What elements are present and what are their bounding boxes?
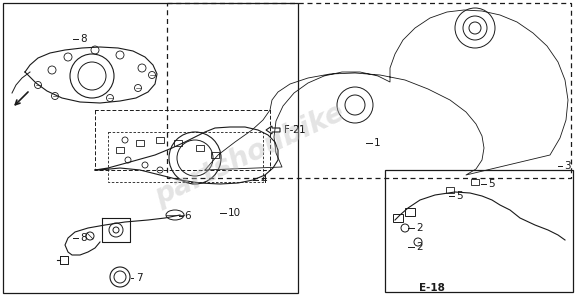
Bar [393, 214, 403, 222]
Bar [446, 187, 454, 193]
Bar [156, 137, 164, 143]
FancyArrow shape [266, 126, 280, 134]
Bar [405, 208, 415, 216]
Text: F-21: F-21 [284, 125, 306, 135]
Bar [174, 140, 182, 146]
Text: 5: 5 [488, 179, 494, 189]
Text: 3: 3 [564, 161, 571, 171]
Text: 2: 2 [416, 242, 423, 252]
Text: 5: 5 [456, 191, 463, 201]
Text: F-21: F-21 [284, 125, 306, 135]
Text: 6: 6 [184, 211, 190, 221]
Text: partshoubike: partshoubike [151, 99, 350, 211]
Text: 7: 7 [136, 273, 142, 283]
Bar [471, 179, 479, 185]
Bar [3, 3, 298, 293]
Bar [108, 132, 263, 182]
Bar [167, 3, 571, 178]
Bar [136, 140, 144, 146]
Bar [116, 147, 124, 153]
Bar [211, 152, 219, 158]
Bar [385, 170, 573, 292]
Bar [196, 145, 204, 151]
Text: 8: 8 [80, 34, 87, 44]
Text: 10: 10 [228, 208, 241, 218]
Text: 1: 1 [374, 138, 380, 148]
Text: E-18: E-18 [419, 283, 445, 293]
Text: 8: 8 [80, 233, 87, 243]
Text: 4: 4 [260, 175, 266, 185]
Text: 2: 2 [416, 223, 423, 233]
